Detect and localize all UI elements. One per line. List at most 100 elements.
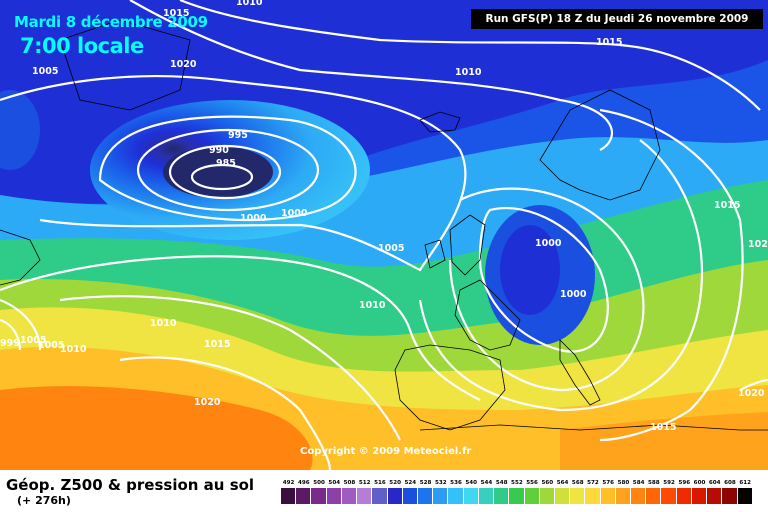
color-legend: 492 496 500 504 508 512 516 520 524 528 532 536 540 5… bbox=[281, 479, 753, 504]
isobar-label: 1000 bbox=[535, 238, 562, 249]
legend-swatch bbox=[448, 488, 464, 504]
chart-caption: Géop. Z500 & pression au sol bbox=[6, 476, 255, 494]
legend-value: 612 bbox=[739, 480, 752, 486]
legend-value: 528 bbox=[419, 480, 432, 486]
isobar-label: 1015 bbox=[596, 37, 623, 48]
isobar-low-west-a bbox=[0, 298, 42, 351]
legend-swatch bbox=[691, 488, 708, 504]
legend-swatch bbox=[570, 488, 586, 504]
legend-value: 508 bbox=[343, 480, 356, 486]
isobar-label: 995 bbox=[228, 130, 248, 141]
isobar-label: 1015 bbox=[204, 339, 231, 350]
isobar-label: 1020 bbox=[738, 388, 765, 399]
coast-iceland bbox=[419, 111, 461, 133]
legend-value: 600 bbox=[693, 480, 706, 486]
legend-swatch bbox=[433, 488, 449, 504]
legend-value: 608 bbox=[724, 480, 736, 486]
legend-value: 500 bbox=[313, 480, 325, 486]
forecast-offset: (+ 276h) bbox=[17, 494, 71, 507]
isobar-1000-north bbox=[98, 115, 357, 222]
isobar-1010-north bbox=[129, 0, 614, 151]
legend-value: 536 bbox=[450, 480, 462, 486]
isobar-995 bbox=[136, 128, 320, 212]
forecast-date: Mardi 8 décembre 2009 bbox=[14, 13, 208, 31]
legend-swatch bbox=[722, 488, 738, 504]
legend-value: 532 bbox=[434, 480, 447, 486]
legend-swatch bbox=[509, 488, 525, 504]
isobar-label: 1010 bbox=[236, 0, 263, 8]
legend-value: 512 bbox=[358, 480, 371, 486]
isobar-1015-east bbox=[599, 108, 744, 442]
isobar-1020-south bbox=[119, 356, 332, 470]
legend-swatch bbox=[281, 488, 297, 504]
legend-swatch bbox=[372, 488, 388, 504]
legend-swatch bbox=[357, 488, 373, 504]
coast-france bbox=[454, 279, 521, 351]
legend-swatch bbox=[615, 488, 632, 504]
legend-value: 516 bbox=[374, 480, 386, 486]
legend-value: 564 bbox=[556, 480, 569, 486]
isobar-985 bbox=[190, 163, 254, 191]
isobar-1010-south bbox=[0, 255, 481, 401]
copyright-text: Copyright © 2009 Meteociel.fr bbox=[300, 446, 472, 457]
legend-value: 572 bbox=[587, 480, 599, 486]
legend-swatch bbox=[539, 488, 555, 504]
isobar-label: 1005 bbox=[378, 243, 405, 254]
legend-swatch bbox=[478, 488, 495, 504]
isobar-label: 1005 bbox=[38, 340, 65, 351]
forecast-time: 7:00 locale bbox=[20, 34, 144, 58]
legend-value: 604 bbox=[708, 480, 721, 486]
isobar-label: 990 bbox=[209, 145, 229, 156]
legend-swatch bbox=[326, 488, 342, 504]
isobar-label: 1015 bbox=[163, 8, 190, 19]
isobar-1015-south bbox=[59, 295, 401, 441]
band-orange bbox=[0, 386, 313, 470]
legend-swatch bbox=[524, 488, 540, 504]
isobar-1005-europe bbox=[448, 187, 645, 392]
low-west-edge bbox=[0, 90, 40, 170]
isobar-label: 1015 bbox=[714, 200, 741, 211]
legend-value: 592 bbox=[663, 480, 675, 486]
legend-swatch bbox=[600, 488, 616, 504]
legend-value: 588 bbox=[648, 480, 660, 486]
legend-swatch bbox=[676, 488, 692, 504]
legend-swatches bbox=[281, 488, 753, 504]
legend-value: 596 bbox=[678, 480, 691, 486]
coast-ireland bbox=[424, 239, 446, 269]
low-europe-center bbox=[500, 225, 560, 315]
isobar-label: 1000 bbox=[560, 289, 587, 300]
legend-value: 520 bbox=[389, 480, 401, 486]
legend-value: 560 bbox=[541, 480, 554, 486]
legend-value: 552 bbox=[511, 480, 523, 486]
isobar-label: 1010 bbox=[455, 67, 482, 78]
isobar-label: 1015 bbox=[650, 422, 677, 433]
model-run-label: Run GFS(P) 18 Z du Jeudi 26 novembre 200… bbox=[471, 9, 763, 29]
coast-greenland bbox=[59, 19, 191, 111]
weather-map bbox=[0, 0, 768, 470]
legend-value: 524 bbox=[404, 480, 417, 486]
isobar-990 bbox=[168, 144, 282, 200]
legend-swatch bbox=[387, 488, 403, 504]
legend-swatch bbox=[402, 488, 418, 504]
legend-swatch bbox=[311, 488, 327, 504]
legend-value: 548 bbox=[495, 480, 508, 486]
legend-swatch bbox=[661, 488, 677, 504]
legend-swatch bbox=[296, 488, 312, 504]
chart-footer: Géop. Z500 & pression au sol (+ 276h) 49… bbox=[0, 470, 768, 512]
legend-swatch bbox=[494, 488, 510, 504]
coast-north-africa bbox=[419, 424, 768, 431]
legend-value: 544 bbox=[480, 480, 493, 486]
coast-britain bbox=[449, 214, 486, 276]
coastlines bbox=[0, 19, 768, 431]
legend-value: 504 bbox=[328, 480, 341, 486]
legend-value: 556 bbox=[526, 480, 538, 486]
legend-value: 568 bbox=[571, 480, 584, 486]
isobar-label: 985 bbox=[216, 158, 236, 169]
isobar-label: 1010 bbox=[150, 318, 177, 329]
legend-swatch bbox=[463, 488, 479, 504]
legend-swatch bbox=[707, 488, 723, 504]
isobar-label: 1020 bbox=[748, 239, 768, 250]
band-orange-east bbox=[560, 412, 768, 470]
isobar-label: 1000 bbox=[281, 208, 308, 219]
legend-labels: 492 496 500 504 508 512 516 520 524 528 532 536 540 5… bbox=[281, 479, 753, 488]
